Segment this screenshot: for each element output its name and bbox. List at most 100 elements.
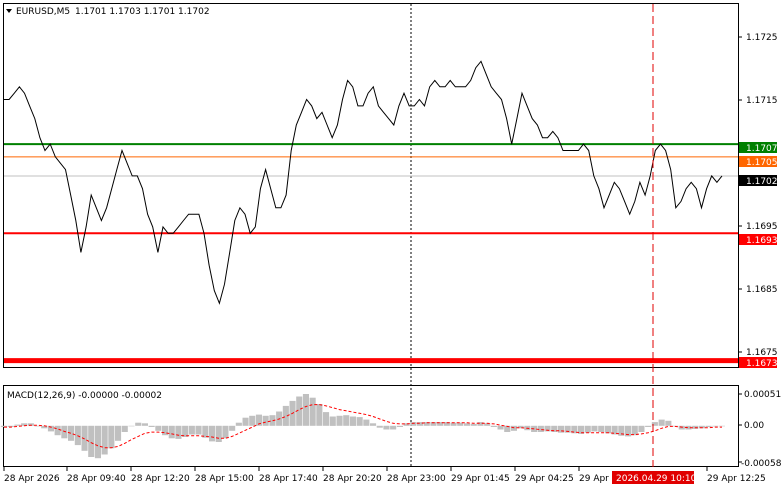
time-label: 29 Apr 04:25 <box>515 474 574 484</box>
macd-bar <box>490 425 497 427</box>
macd-bar <box>141 423 148 426</box>
orange-level-tag <box>739 156 777 167</box>
macd-bar <box>336 415 343 426</box>
macd-tick: 0.00 <box>744 421 764 431</box>
macd-bar <box>356 417 363 426</box>
macd-bar <box>349 416 356 426</box>
macd-bar <box>88 425 95 457</box>
macd-bar <box>209 425 216 442</box>
macd-bar <box>645 425 652 427</box>
macd-bar <box>618 425 625 436</box>
macd-axis[interactable]: 0.00051 0.00 -0.00058 <box>738 390 781 469</box>
green-level-tag <box>739 142 777 153</box>
time-label: 29 Apr 0 <box>579 474 618 484</box>
macd-bar <box>598 425 605 432</box>
macd-bar <box>316 404 323 426</box>
macd-bar <box>235 422 242 426</box>
macd-bar <box>403 423 410 426</box>
macd-bar <box>27 423 34 426</box>
macd-bar <box>343 415 350 426</box>
macd-bar <box>423 422 430 426</box>
macd-bar <box>604 425 611 434</box>
macd-bar <box>175 425 182 439</box>
macd-bar <box>678 425 685 430</box>
symbol-label: EURUSD,M5 <box>16 7 70 17</box>
macd-bar <box>390 425 397 430</box>
macd-bar <box>121 425 128 432</box>
macd-bar <box>591 425 598 432</box>
macd-bar <box>658 419 665 426</box>
price-tick: 1.1695 <box>746 222 778 232</box>
macd-bar <box>61 425 68 439</box>
macd-bar <box>329 416 336 426</box>
ohlc-values: 1.1701 1.1703 1.1701 1.1702 <box>75 7 210 17</box>
macd-bar <box>430 422 437 426</box>
main-chart-frame[interactable] <box>3 3 739 368</box>
macd-bar <box>242 417 249 426</box>
macd-bar <box>396 425 403 427</box>
macd-bar <box>115 425 122 441</box>
macd-bar <box>135 422 142 426</box>
macd-tick: 0.00051 <box>744 390 781 400</box>
macd-bar <box>188 425 195 435</box>
macd-bar <box>450 422 457 426</box>
macd-bar <box>510 425 517 431</box>
macd-bar <box>470 423 477 426</box>
macd-bar <box>551 425 558 432</box>
price-tick: 1.1715 <box>746 96 778 106</box>
level-tags: 1.1707 1.1705 1.1702 1.1693 1.1673 <box>739 142 778 369</box>
macd-bar <box>182 425 189 437</box>
macd-bar <box>54 425 61 436</box>
macd-bar <box>685 425 692 430</box>
macd-bar <box>665 420 672 426</box>
macd-bar <box>249 415 256 426</box>
macd-bar <box>21 423 28 426</box>
macd-bar <box>155 425 162 431</box>
time-label: 28 Apr 15:00 <box>195 474 254 484</box>
macd-bar <box>477 422 484 426</box>
macd-bar <box>383 425 390 430</box>
cursor-time-label: 2026.04.29 10:10 <box>616 474 697 484</box>
macd-signal-line <box>4 404 722 449</box>
macd-bar <box>557 425 564 433</box>
price-tick: 1.1675 <box>746 348 778 358</box>
macd-bar <box>302 394 309 426</box>
current-price-value: 1.1702 <box>746 177 778 187</box>
macd-bar <box>202 425 209 438</box>
price-line <box>4 60 723 305</box>
macd-bar <box>68 425 75 441</box>
macd-bar <box>262 415 269 426</box>
macd-bar <box>148 425 155 427</box>
macd-bar <box>712 425 719 427</box>
price-axis[interactable]: 1.1725 1.1715 1.1695 1.1685 1.1675 <box>738 33 778 358</box>
green-level-value: 1.1707 <box>746 144 778 154</box>
time-label: 28 Apr 09:40 <box>67 474 126 484</box>
time-label: 29 Apr 01:45 <box>451 474 510 484</box>
macd-bar <box>464 423 471 426</box>
price-tick: 1.1725 <box>746 33 778 43</box>
macd-bar <box>34 425 41 427</box>
macd-bar <box>457 422 464 426</box>
macd-bar <box>7 425 14 427</box>
cursor-time-tag <box>612 471 694 484</box>
red-level-tag <box>739 234 777 245</box>
macd-bar <box>215 425 222 442</box>
orange-level-value: 1.1705 <box>746 158 778 168</box>
macd-bar <box>376 425 383 428</box>
macd-bar <box>269 415 276 426</box>
dropdown-triangle-icon[interactable] <box>6 9 12 13</box>
macd-bar <box>128 425 135 427</box>
time-label: 28 Apr 2026 <box>4 474 60 484</box>
time-axis[interactable]: 28 Apr 2026 28 Apr 09:40 28 Apr 12:20 28 Ap… <box>3 467 766 484</box>
price-tick: 1.1685 <box>746 285 778 295</box>
macd-bar <box>443 422 450 426</box>
macd-bar <box>222 425 229 439</box>
macd-bar <box>168 425 175 439</box>
macd-bar <box>718 425 725 427</box>
macd-bar <box>370 423 377 426</box>
macd-bar <box>309 397 316 426</box>
macd-bar <box>410 422 417 426</box>
macd-bar <box>437 422 444 426</box>
macd-bar <box>81 425 88 451</box>
